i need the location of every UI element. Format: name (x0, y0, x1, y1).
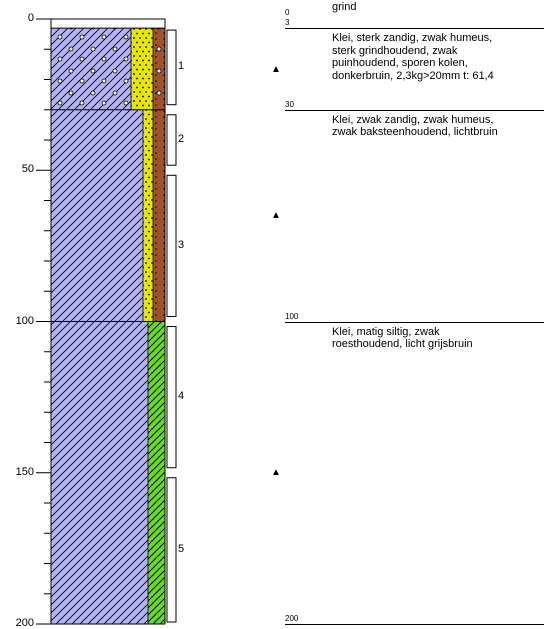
axis-tick-label: 50 (21, 163, 34, 176)
layer-rule (285, 624, 544, 625)
axis-tick-label: 100 (15, 314, 34, 327)
layer-bottom-depth: 30 (285, 99, 294, 109)
sample-box (166, 29, 177, 106)
sample-label: 5 (178, 542, 185, 555)
layer-description: grind (332, 1, 544, 14)
axis-tick-label: 200 (15, 617, 34, 629)
description-line: sterk grindhoudend, zwak (332, 44, 458, 57)
groundwater-marker-icon: ▲ (271, 466, 281, 478)
description-line: zwak baksteenhoudend, lichtbruin (332, 126, 498, 139)
layer-clay-3 (51, 321, 148, 624)
layer-sand-1 (131, 28, 153, 110)
description-line: puinhoudend, sporen kolen, (332, 57, 468, 70)
layer-bottom-depth: 100 (285, 311, 299, 321)
sample-label: 2 (178, 133, 185, 145)
layer-rule (285, 28, 544, 30)
layer-rule (285, 109, 544, 111)
layer-silt-3 (148, 321, 165, 624)
layer-gravel-pattern (51, 28, 131, 110)
layer-bottom-depth: 3 (285, 18, 290, 28)
layer-description: Klei, sterk zandig, zwak humeus, sterk gr… (332, 32, 544, 82)
layer-top-depth: 0 (285, 8, 290, 17)
description-line: donkerbruin, 2,3kg>20mm t: 61,4 (332, 69, 494, 82)
sample-box (166, 326, 177, 469)
sample-label: 1 (178, 60, 185, 73)
axis-tick-label: 0 (27, 12, 34, 24)
layer-description: Klei, zwak zandig, zwak humeus, zwak baks… (332, 114, 544, 139)
axis-tick-label: 150 (15, 465, 34, 478)
sample-label: 3 (178, 238, 185, 251)
description-line: grind (332, 1, 357, 13)
groundwater-marker-icon: ▲ (271, 209, 281, 221)
description-line: Klei, zwak zandig, zwak humeus, (332, 113, 494, 126)
layer-rule (285, 321, 544, 323)
layer-humus-gravel (153, 28, 165, 110)
sample-box (166, 174, 177, 317)
layer-humus-2 (153, 109, 165, 322)
sample-box (166, 477, 177, 623)
sample-label: 4 (178, 390, 185, 403)
layer-sand-2 (143, 109, 153, 322)
sample-box (166, 114, 177, 166)
description-line: roesthoudend, licht grijsbruin (332, 338, 473, 350)
groundwater-marker-icon: ▲ (271, 64, 281, 76)
layer-clay-2 (51, 109, 143, 322)
layer-description: Klei, matig siltig, zwak roesthoudend, li… (332, 326, 544, 351)
description-line: Klei, matig siltig, zwak (332, 325, 440, 338)
layer-bottom-depth: 200 (285, 614, 299, 623)
description-line: Klei, sterk zandig, zwak humeus, (332, 32, 493, 45)
